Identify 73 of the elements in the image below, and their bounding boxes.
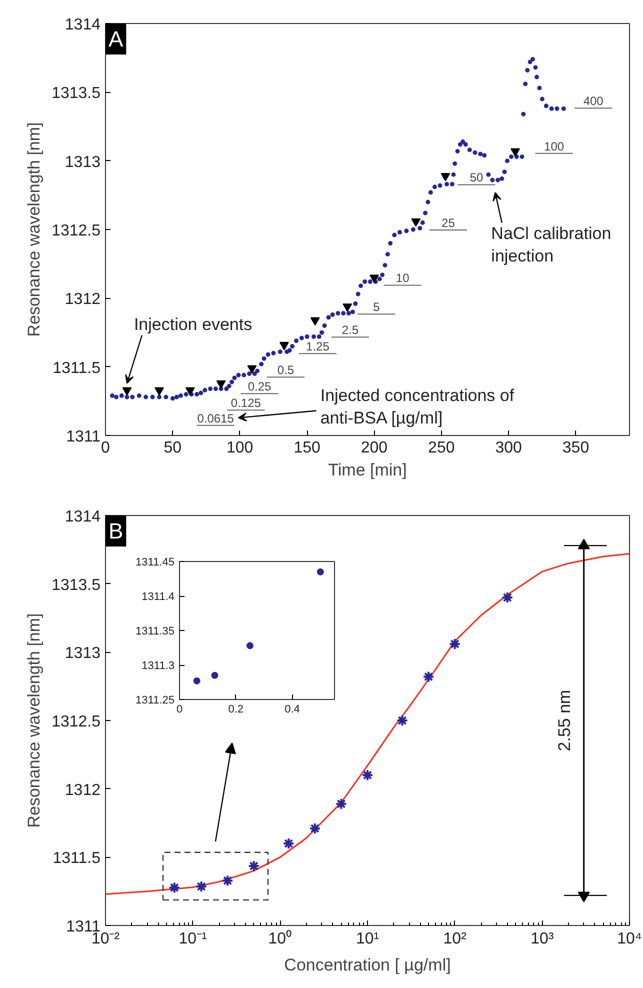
x-tick-label: 150 — [294, 440, 320, 456]
annotation: A — [108, 26, 124, 52]
point — [185, 387, 195, 396]
x-tick-label: 300 — [495, 440, 522, 456]
annotation: 0.25 — [248, 380, 272, 394]
x-tick-label: 250 — [428, 440, 455, 456]
y-tick-label: 1312 — [64, 782, 101, 799]
point — [216, 380, 226, 389]
y-tick-label: 1313 — [64, 154, 101, 171]
annotation: 0.125 — [230, 396, 262, 410]
point — [279, 342, 289, 350]
annotation: B — [108, 518, 124, 544]
annotation: 50 — [470, 170, 484, 185]
annotation: 0.0615 — [197, 411, 234, 426]
y-tick-label: 1313 — [64, 645, 101, 662]
y-tick-label: 1311 — [66, 428, 101, 446]
annotation: 400 — [583, 94, 604, 108]
point — [440, 173, 450, 182]
annotation: NaCl calibration injection — [491, 224, 612, 266]
x-tick-label: 350 — [562, 440, 590, 456]
y-tick-label: 1311.5 — [52, 850, 101, 868]
point — [211, 672, 218, 679]
y-tick-label: 1311.25 — [136, 694, 175, 706]
annotation: 100 — [544, 139, 564, 154]
annotation: 2.55 nm — [555, 690, 574, 752]
annotation: 2.5 — [342, 323, 359, 338]
y-tick-label: 1312.5 — [52, 222, 101, 240]
y-tick-label: 1313.5 — [52, 85, 101, 102]
x-tick-label: 0.2 — [228, 704, 244, 716]
x-tick-label: 0 — [101, 440, 110, 456]
y-tick-label: 1314 — [64, 508, 101, 526]
y-tick-label: 1311.4 — [142, 591, 174, 603]
x-tick-label: 0 — [176, 704, 183, 716]
y-axis-title: Resonance wavelength [nm] — [24, 122, 44, 337]
x-tick-label: 10¹ — [356, 930, 380, 948]
point — [342, 303, 352, 312]
y-tick-label: 1311.45 — [136, 556, 175, 568]
x-axis-title: Concentration [ µg/ml] — [284, 956, 451, 974]
annotation: Injected concentrations of anti-BSA [µg/ml] — [320, 386, 514, 428]
x-tick-label: 10³ — [530, 930, 554, 948]
y-tick-label: 1311.35 — [136, 626, 175, 638]
x-tick-label: 10⁻¹ — [178, 930, 207, 948]
y-tick-label: 1312.5 — [52, 714, 101, 730]
point — [370, 274, 379, 283]
x-tick-label: 0.4 — [284, 704, 300, 716]
x-tick-label: 10² — [443, 930, 468, 948]
annotation: Injection events — [134, 314, 252, 334]
point — [246, 642, 254, 650]
point — [510, 148, 520, 157]
y-axis-title: Resonance wavelength [nm] — [24, 613, 44, 828]
point — [247, 365, 257, 374]
x-tick-label: 200 — [360, 440, 388, 456]
point — [411, 218, 421, 227]
point — [193, 677, 200, 684]
y-tick-label: 1311.5 — [52, 360, 101, 377]
x-axis-title: Time [min] — [328, 460, 407, 480]
annotation: 25 — [442, 216, 456, 230]
x-tick-label: 10⁴ — [617, 930, 642, 948]
y-tick-label: 1313.5 — [52, 576, 101, 594]
annotation: 10 — [396, 271, 410, 286]
y-tick-label: 1311.3 — [142, 660, 174, 672]
point — [122, 387, 132, 396]
annotation: 0.5 — [277, 363, 294, 378]
y-tick-label: 1314 — [64, 16, 101, 34]
annotation: 5 — [373, 300, 380, 314]
point — [310, 317, 320, 326]
point — [316, 568, 324, 576]
x-tick-label: 10⁰ — [268, 930, 292, 948]
x-tick-label: 50 — [164, 440, 182, 456]
point — [154, 387, 164, 396]
y-tick-label: 1312 — [64, 291, 101, 308]
annotation: 1.25 — [306, 340, 330, 354]
x-tick-label: 100 — [226, 440, 254, 456]
